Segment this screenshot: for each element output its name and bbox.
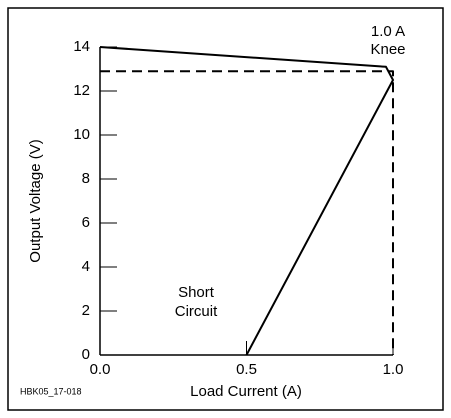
annotation: 1.0 A — [371, 23, 405, 40]
y-tick-label: 10 — [73, 126, 90, 143]
x-tick-label: 1.0 — [383, 361, 404, 378]
y-tick-label: 12 — [73, 82, 90, 99]
y-tick-label: 6 — [82, 214, 90, 231]
y-tick-label: 0 — [82, 346, 90, 363]
x-tick-label: 0.0 — [90, 361, 111, 378]
x-axis-label: Load Current (A) — [190, 383, 302, 400]
frame — [7, 7, 444, 411]
series-line — [100, 70, 394, 355]
y-tick-label: 4 — [82, 258, 90, 275]
annotation: Circuit — [175, 303, 218, 320]
annotation: Short — [178, 284, 215, 301]
y-tick-label: 2 — [82, 302, 90, 319]
y-axis-label: Output Voltage (V) — [27, 139, 44, 262]
annotation: Knee — [370, 41, 405, 58]
series-line — [99, 46, 394, 356]
y-tick-label: 8 — [82, 170, 90, 187]
y-tick-label: 14 — [73, 38, 90, 55]
x-tick-label: 0.5 — [236, 361, 257, 378]
figure-id: HBK05_17-018 — [20, 386, 82, 396]
